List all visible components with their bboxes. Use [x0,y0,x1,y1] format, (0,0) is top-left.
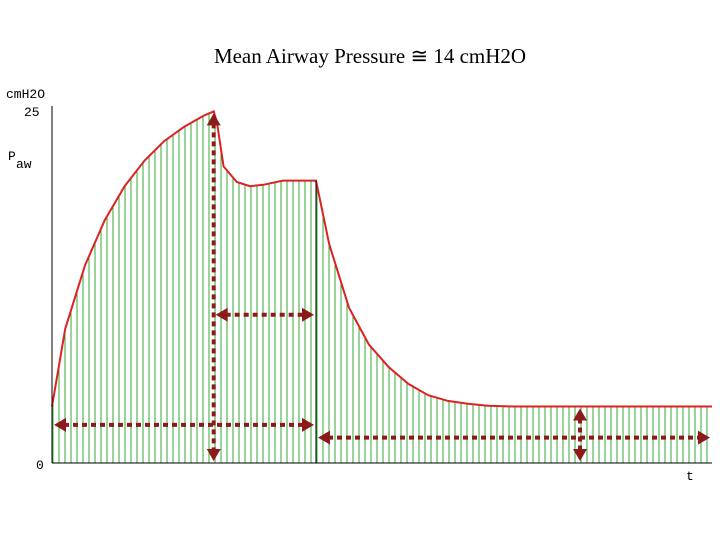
area-fill-lines [52,113,708,463]
pressure-curve [51,110,712,408]
curve-layer [51,110,712,408]
x-axis-label: t [686,469,694,484]
arrow-head-right [302,307,314,322]
arrow-head-left [215,307,228,322]
arrow-head-up [206,113,221,126]
y-unit-label: cmH2O [6,87,45,102]
y-axis-label-subscript: aw [16,157,32,172]
annotation-arrows [54,113,710,461]
arrow-head-left [318,430,330,445]
y-tick-max: 25 [24,105,40,120]
arrow-head-up [573,408,587,421]
y-axis-label: P [8,149,16,164]
arrow-head-right [698,430,710,445]
chart-title: Mean Airway Pressure ≅ 14 cmH2O [214,44,526,68]
y-tick-min: 0 [36,458,44,473]
axis-layer [51,106,712,464]
arrow-head-left [54,417,66,432]
arrow-head-down [573,449,587,461]
arrow-head-down [206,449,221,461]
arrow-head-right [302,417,314,432]
